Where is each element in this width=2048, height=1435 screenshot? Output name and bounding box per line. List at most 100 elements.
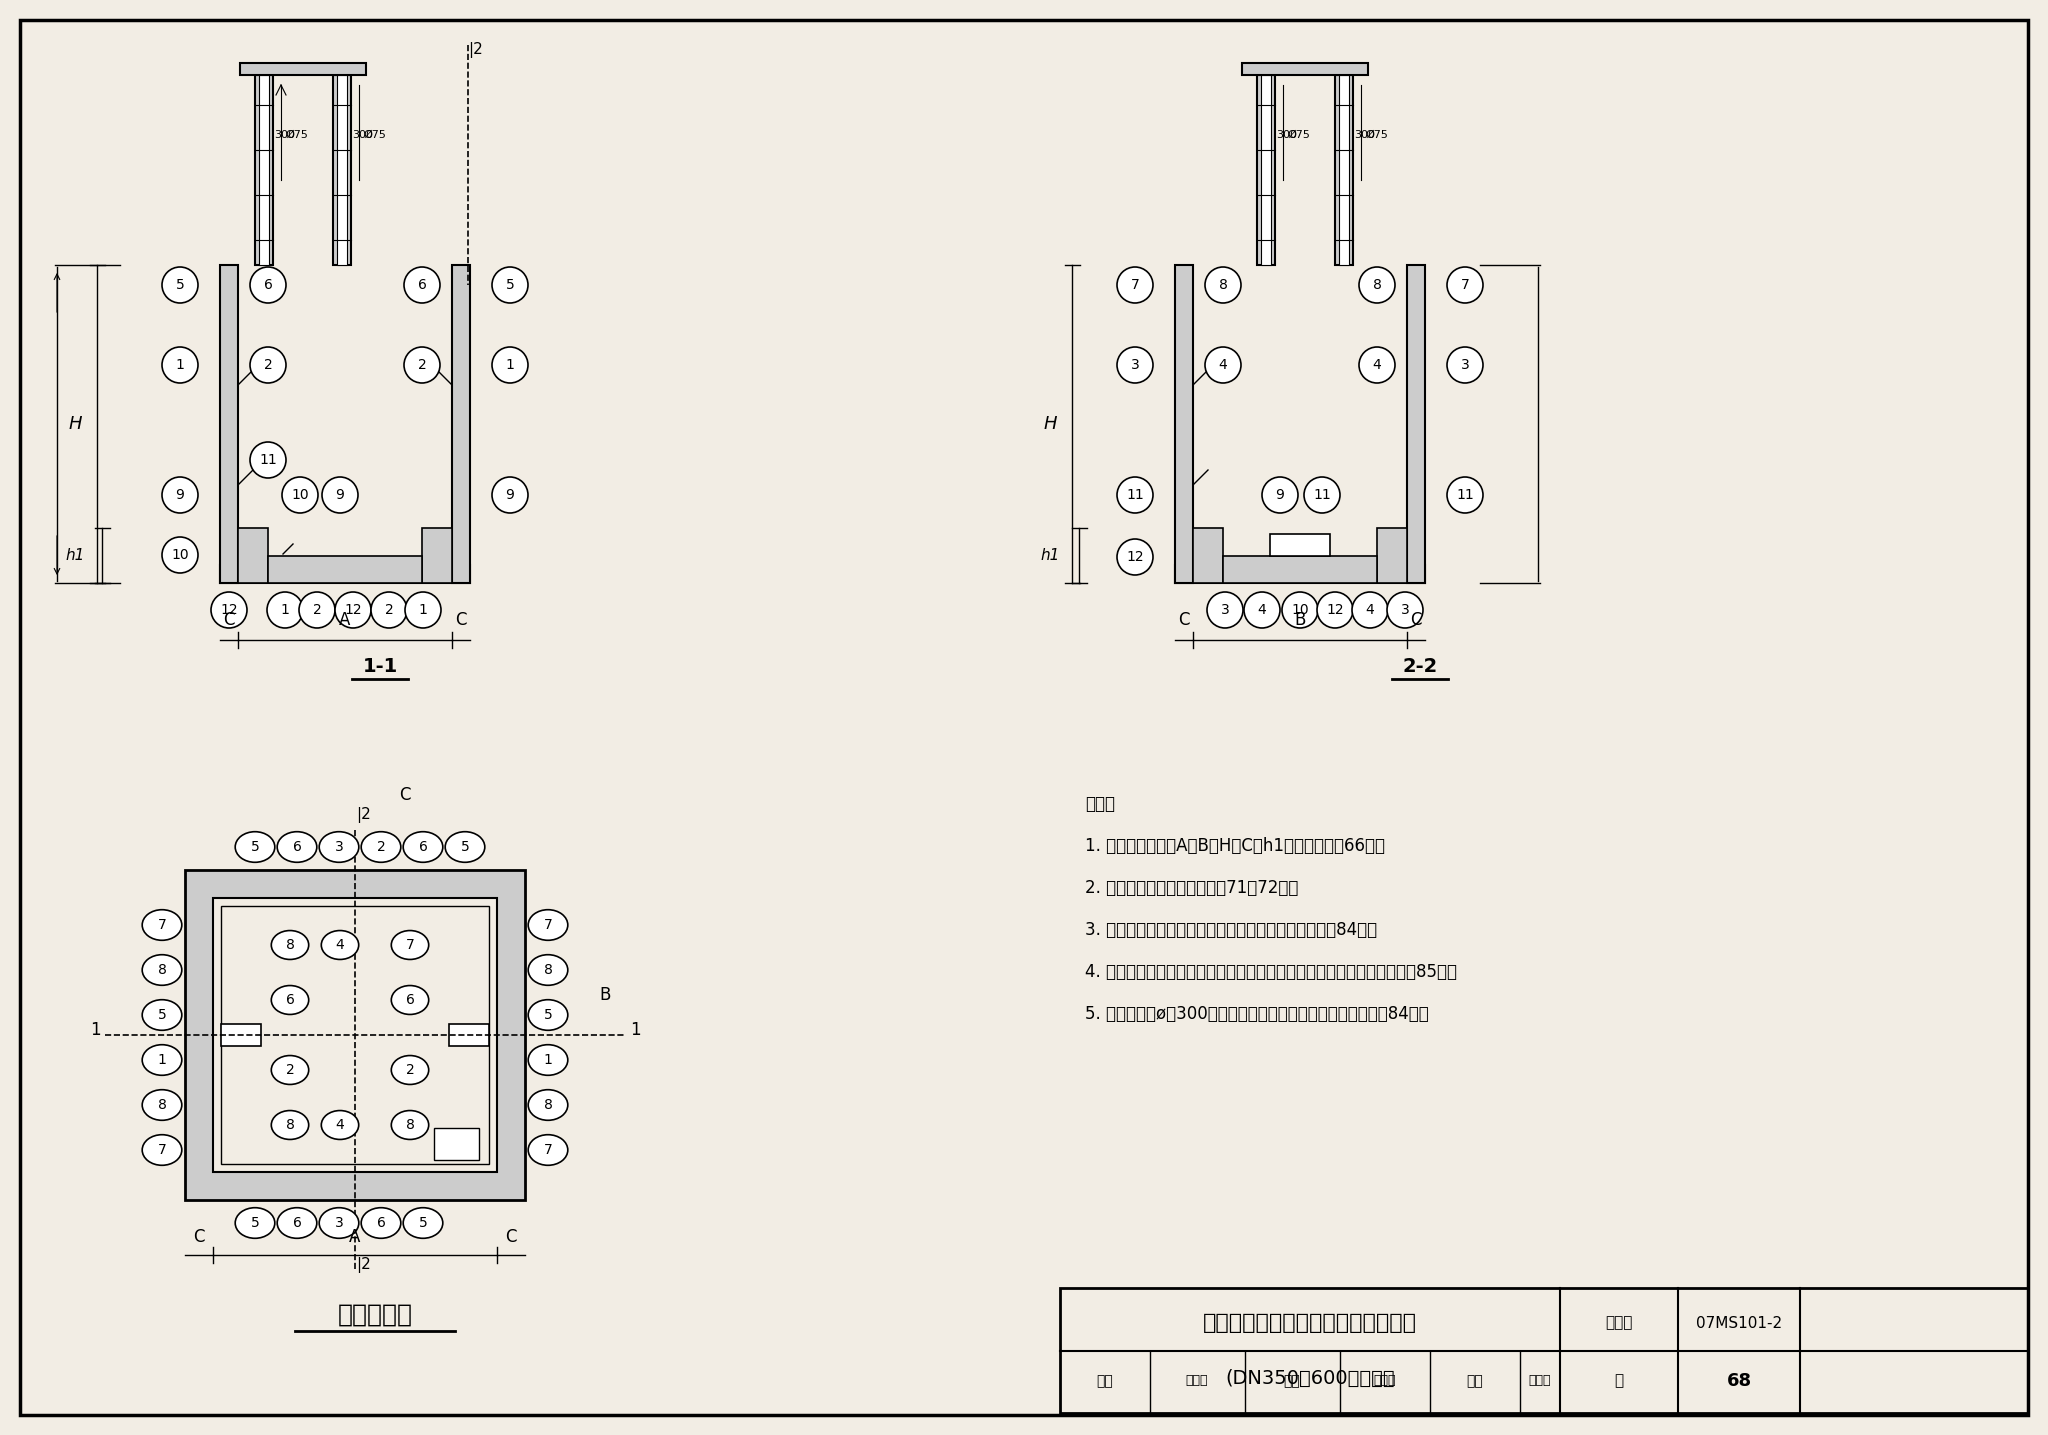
Text: 曾令兹: 曾令兹 xyxy=(1374,1375,1397,1388)
Bar xyxy=(258,75,268,265)
Text: 7: 7 xyxy=(158,918,166,931)
Text: 郭奕雄: 郭奕雄 xyxy=(1186,1375,1208,1388)
Text: 2: 2 xyxy=(385,603,393,617)
Ellipse shape xyxy=(391,1056,428,1085)
Text: 6: 6 xyxy=(264,278,272,291)
Circle shape xyxy=(250,267,287,303)
Ellipse shape xyxy=(322,1111,358,1139)
Text: 68: 68 xyxy=(1726,1372,1751,1391)
Text: 审核: 审核 xyxy=(1096,1373,1114,1388)
Circle shape xyxy=(492,347,528,383)
Text: 2: 2 xyxy=(264,357,272,372)
Text: 300: 300 xyxy=(274,131,295,141)
Text: 5. 钢筋遇洞（ø＞300）时，钢筋须切断。洞口加筋见本图集第84页。: 5. 钢筋遇洞（ø＞300）时，钢筋须切断。洞口加筋见本图集第84页。 xyxy=(1085,1004,1430,1023)
Text: Ø75: Ø75 xyxy=(365,131,387,141)
Text: 300: 300 xyxy=(1354,131,1376,141)
Text: 4. 按平面、剖面图所示集水坑的位置设置集水坑，集水坑做法见本图集第85页。: 4. 按平面、剖面图所示集水坑的位置设置集水坑，集水坑做法见本图集第85页。 xyxy=(1085,963,1456,982)
Text: C: C xyxy=(399,786,412,804)
Circle shape xyxy=(492,267,528,303)
Text: 8: 8 xyxy=(285,1118,295,1132)
Circle shape xyxy=(1317,593,1354,629)
Text: 校对: 校对 xyxy=(1284,1373,1300,1388)
Text: 300: 300 xyxy=(352,131,373,141)
Ellipse shape xyxy=(360,832,401,862)
Text: 2: 2 xyxy=(418,357,426,372)
Text: 6: 6 xyxy=(293,839,301,854)
Text: 8: 8 xyxy=(406,1118,414,1132)
Ellipse shape xyxy=(141,1089,182,1121)
Text: 6: 6 xyxy=(293,1215,301,1230)
Text: 5: 5 xyxy=(506,278,514,291)
Text: 8: 8 xyxy=(158,1098,166,1112)
Text: 3. 配合平面、剖面图，预埋防水套管尺寸表见本图集第84页。: 3. 配合平面、剖面图，预埋防水套管尺寸表见本图集第84页。 xyxy=(1085,921,1376,938)
Text: 5: 5 xyxy=(543,1007,553,1022)
Circle shape xyxy=(211,593,248,629)
Text: C: C xyxy=(223,611,236,629)
Ellipse shape xyxy=(141,1045,182,1075)
Ellipse shape xyxy=(391,1111,428,1139)
Text: B: B xyxy=(1294,611,1307,629)
Text: 2. 钢筋表及材料表见本图集第71、72页。: 2. 钢筋表及材料表见本图集第71、72页。 xyxy=(1085,880,1298,897)
Text: 7: 7 xyxy=(543,1144,553,1157)
Bar xyxy=(1194,528,1223,583)
Circle shape xyxy=(1243,593,1280,629)
Text: 3: 3 xyxy=(1401,603,1409,617)
Text: Ø75: Ø75 xyxy=(285,131,309,141)
Bar xyxy=(1262,75,1272,265)
Text: 5: 5 xyxy=(176,278,184,291)
Text: 300: 300 xyxy=(1276,131,1298,141)
Bar xyxy=(1335,75,1354,265)
Text: 设计: 设计 xyxy=(1466,1373,1483,1388)
Bar xyxy=(1223,555,1376,583)
Bar xyxy=(1407,265,1425,583)
Bar xyxy=(256,75,272,265)
Bar xyxy=(1339,75,1350,265)
Circle shape xyxy=(299,593,336,629)
Ellipse shape xyxy=(236,1208,274,1238)
Ellipse shape xyxy=(270,930,309,960)
Text: 地面操作钢筋混凝土矩形立式闸阀井: 地面操作钢筋混凝土矩形立式闸阀井 xyxy=(1202,1313,1417,1333)
Circle shape xyxy=(403,267,440,303)
Bar xyxy=(338,75,346,265)
Text: 4: 4 xyxy=(1219,357,1227,372)
Text: 1-1: 1-1 xyxy=(362,657,397,676)
Circle shape xyxy=(1204,267,1241,303)
Text: 8: 8 xyxy=(543,963,553,977)
Circle shape xyxy=(1204,347,1241,383)
Text: A: A xyxy=(340,611,350,629)
Circle shape xyxy=(250,347,287,383)
Ellipse shape xyxy=(528,1089,567,1121)
Bar xyxy=(240,63,367,75)
Text: 9: 9 xyxy=(1276,488,1284,502)
Text: 8: 8 xyxy=(1219,278,1227,291)
Bar xyxy=(1270,534,1329,555)
Text: 8: 8 xyxy=(543,1098,553,1112)
Text: C: C xyxy=(455,611,467,629)
Text: 6: 6 xyxy=(406,993,414,1007)
Circle shape xyxy=(371,593,408,629)
Text: 4: 4 xyxy=(1366,603,1374,617)
Text: 3: 3 xyxy=(1460,357,1468,372)
Bar xyxy=(1257,75,1276,265)
Ellipse shape xyxy=(319,1208,358,1238)
Text: 2-2: 2-2 xyxy=(1403,657,1438,676)
Text: 1: 1 xyxy=(418,603,428,617)
Text: 图集号: 图集号 xyxy=(1606,1316,1632,1330)
Ellipse shape xyxy=(528,1045,567,1075)
Text: 6: 6 xyxy=(377,1215,385,1230)
Circle shape xyxy=(1282,593,1319,629)
Text: Ø75: Ø75 xyxy=(1366,131,1389,141)
Text: 1: 1 xyxy=(158,1053,166,1068)
Text: 4: 4 xyxy=(336,1118,344,1132)
Text: 4: 4 xyxy=(1372,357,1380,372)
Circle shape xyxy=(1386,593,1423,629)
Text: 10: 10 xyxy=(172,548,188,563)
Circle shape xyxy=(162,347,199,383)
Circle shape xyxy=(1262,476,1298,512)
Text: 1: 1 xyxy=(90,1020,100,1039)
Bar xyxy=(422,528,453,583)
Circle shape xyxy=(162,267,199,303)
Text: h1: h1 xyxy=(1040,548,1059,564)
Ellipse shape xyxy=(528,954,567,986)
Text: 2: 2 xyxy=(406,1063,414,1078)
